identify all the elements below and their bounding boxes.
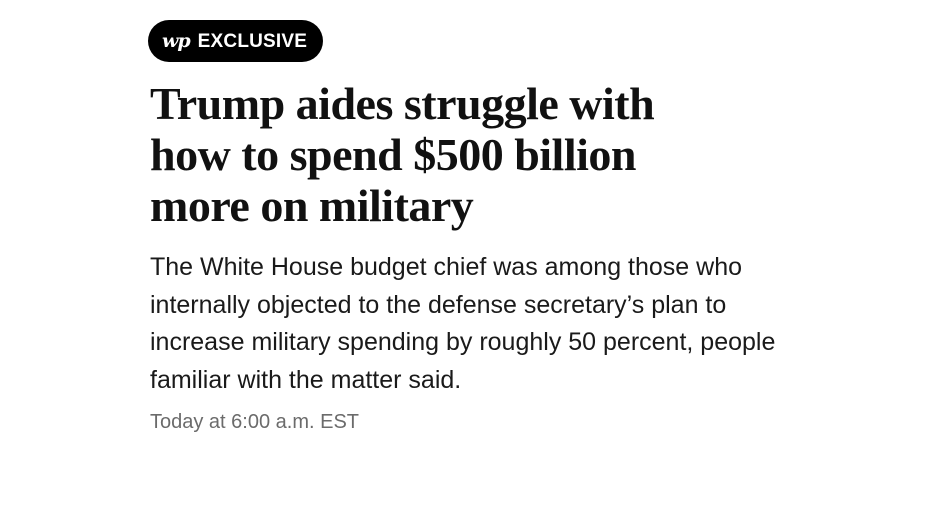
article-card[interactable]: wp EXCLUSIVE Trump aides struggle with h…: [148, 20, 870, 434]
article-headline[interactable]: Trump aides struggle with how to spend $…: [150, 78, 655, 231]
exclusive-label: EXCLUSIVE: [197, 30, 308, 52]
exclusive-badge: wp EXCLUSIVE: [148, 20, 324, 62]
washington-post-logo-icon: wp: [162, 29, 191, 52]
article-summary: The White House budget chief was among t…: [150, 253, 776, 394]
article-timestamp: Today at 6:00 a.m. EST: [150, 411, 359, 433]
